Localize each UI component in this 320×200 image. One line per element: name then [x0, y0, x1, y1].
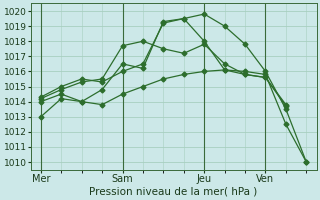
- X-axis label: Pression niveau de la mer( hPa ): Pression niveau de la mer( hPa ): [90, 187, 258, 197]
